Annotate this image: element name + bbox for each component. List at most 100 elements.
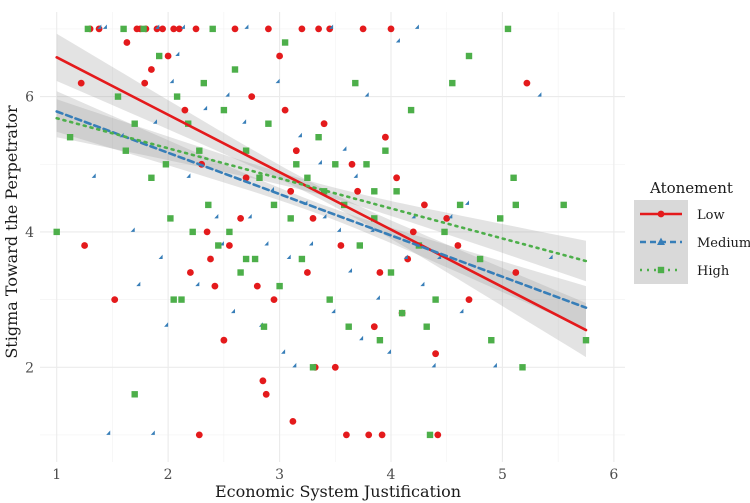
- point-medium: [348, 268, 353, 273]
- point-medium: [370, 227, 375, 232]
- point-high: [114, 93, 122, 100]
- point-low: [270, 296, 278, 303]
- point-medium: [331, 308, 336, 314]
- point-high: [220, 106, 228, 114]
- point-low: [370, 323, 378, 331]
- point-medium: [387, 349, 392, 354]
- legend-label-medium: Medium: [697, 236, 750, 251]
- point-medium: [329, 24, 334, 29]
- point-high: [519, 364, 526, 371]
- point-high: [131, 120, 138, 127]
- point-high: [196, 147, 203, 154]
- point-high: [497, 215, 504, 222]
- point-medium: [130, 227, 135, 232]
- point-low: [523, 79, 531, 87]
- point-medium: [353, 173, 358, 178]
- point-medium: [309, 241, 314, 246]
- point-low: [111, 296, 119, 303]
- point-low: [187, 269, 194, 276]
- point-medium: [359, 335, 364, 341]
- point-medium: [264, 241, 269, 246]
- point-low: [276, 52, 283, 60]
- point-medium: [203, 105, 208, 111]
- point-low: [343, 431, 350, 439]
- point-high: [215, 242, 222, 249]
- point-medium: [459, 308, 464, 314]
- point-high: [488, 337, 495, 344]
- point-high: [226, 228, 233, 236]
- point-high: [426, 431, 434, 439]
- y-tick-label: 6: [25, 90, 34, 106]
- point-low: [159, 25, 167, 33]
- point-high: [162, 161, 170, 168]
- point-medium: [231, 308, 236, 314]
- point-high: [265, 120, 272, 127]
- point-high: [140, 25, 147, 33]
- point-high: [170, 296, 177, 303]
- point-high: [260, 323, 268, 330]
- point-low: [387, 25, 395, 33]
- y-axis-title: Stigma Toward the Perpetrator: [2, 105, 21, 359]
- point-low: [248, 93, 256, 100]
- point-high: [504, 25, 512, 33]
- point-high: [122, 147, 129, 154]
- point-medium: [186, 173, 191, 178]
- point-high: [560, 201, 567, 209]
- point-low: [376, 269, 384, 276]
- point-high: [209, 25, 216, 33]
- point-medium: [492, 362, 497, 368]
- point-high: [393, 188, 400, 195]
- point-low: [289, 418, 297, 425]
- point-low: [170, 25, 178, 33]
- point-medium: [336, 227, 341, 232]
- point-high: [156, 52, 163, 60]
- point-medium: [286, 254, 291, 260]
- point-high: [476, 255, 484, 263]
- fit-line-low: [55, 56, 588, 332]
- x-tick-label: 3: [275, 467, 284, 483]
- point-high: [167, 215, 174, 222]
- point-high: [120, 25, 127, 33]
- point-medium: [136, 281, 141, 287]
- point-high: [251, 255, 259, 263]
- point-high: [84, 25, 92, 33]
- x-axis-title: Economic System Justification: [215, 482, 461, 501]
- legend-label-high: High: [697, 264, 730, 279]
- x-tick-label: 6: [609, 467, 618, 483]
- point-high: [66, 134, 74, 141]
- x-tick-label: 1: [52, 467, 61, 483]
- point-high: [387, 269, 395, 276]
- point-high: [456, 201, 464, 209]
- legend-label-low: Low: [697, 208, 725, 223]
- point-medium: [150, 430, 155, 435]
- point-high: [256, 174, 263, 181]
- point-medium: [395, 38, 400, 43]
- point-low: [287, 187, 295, 195]
- point-high: [309, 364, 317, 371]
- point-low: [237, 215, 245, 222]
- point-low: [242, 174, 250, 182]
- point-low: [81, 242, 88, 249]
- point-medium: [244, 24, 249, 29]
- x-tick-label: 5: [498, 467, 507, 483]
- point-high: [315, 134, 322, 141]
- point-low: [337, 242, 345, 249]
- point-medium: [364, 92, 369, 97]
- legend-keys: [640, 210, 682, 274]
- legend-marker-medium: [657, 237, 665, 245]
- point-high: [382, 147, 389, 154]
- point-medium: [102, 24, 107, 29]
- point-medium: [214, 214, 219, 219]
- point-low: [382, 133, 389, 141]
- point-medium: [448, 214, 453, 219]
- point-high: [173, 93, 181, 100]
- point-low: [211, 282, 219, 290]
- point-medium: [164, 322, 169, 327]
- point-high: [189, 228, 196, 236]
- point-low: [298, 25, 306, 33]
- point-low: [393, 174, 400, 182]
- point-low: [203, 228, 211, 236]
- point-low: [315, 25, 322, 33]
- point-medium: [322, 214, 327, 219]
- point-high: [449, 79, 456, 87]
